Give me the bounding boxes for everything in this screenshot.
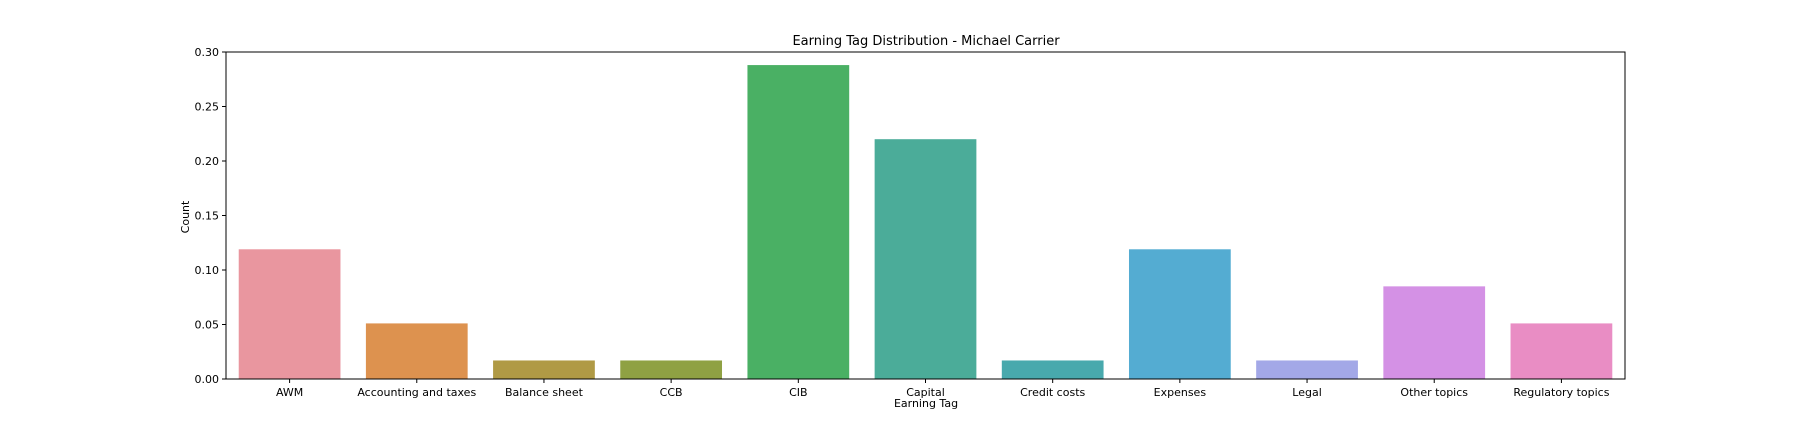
bar-accounting-and-taxes bbox=[365, 323, 468, 379]
plot-frame bbox=[225, 51, 1626, 380]
x-tick-label: Other topics bbox=[1400, 386, 1468, 399]
y-tick-label: 0.05 bbox=[195, 319, 220, 332]
x-tick-label: Expenses bbox=[1154, 386, 1207, 399]
bar-regulatory-topics bbox=[1510, 323, 1613, 379]
y-axis-title: Count bbox=[179, 200, 192, 233]
y-tick-label: 0.10 bbox=[195, 264, 220, 277]
chart-title: Earning Tag Distribution - Michael Carri… bbox=[792, 34, 1060, 49]
bar-credit-costs bbox=[1001, 360, 1104, 379]
bar-balance-sheet bbox=[493, 360, 595, 379]
x-tick-label: Regulatory topics bbox=[1513, 386, 1609, 399]
x-tick-label: Balance sheet bbox=[505, 386, 584, 399]
y-tick-label: 0.15 bbox=[195, 210, 220, 223]
bar-other-topics bbox=[1383, 286, 1486, 379]
y-tick-label: 0.20 bbox=[195, 155, 220, 168]
x-tick-label: AWM bbox=[276, 386, 303, 399]
x-tick-label: CCB bbox=[660, 386, 683, 399]
axes-layer bbox=[222, 51, 1626, 383]
x-axis-title: Earning Tag bbox=[894, 397, 958, 410]
x-tick-label: CIB bbox=[789, 386, 807, 399]
x-tick-label: Accounting and taxes bbox=[357, 386, 476, 399]
tick-labels-layer: AWM Accounting and taxes Balance sheet CCB C… bbox=[195, 46, 1610, 399]
bar-awm bbox=[238, 249, 341, 379]
x-tick-label: Legal bbox=[1292, 386, 1321, 399]
bar-legal bbox=[1256, 360, 1358, 379]
bar-cib bbox=[747, 65, 850, 379]
y-tick-label: 0.30 bbox=[195, 46, 220, 59]
x-tick-label: Credit costs bbox=[1020, 386, 1085, 399]
y-tick-label: 0.25 bbox=[195, 101, 220, 114]
x-tick-label: Capital bbox=[906, 386, 945, 399]
bar-expenses bbox=[1128, 249, 1231, 379]
bars-layer bbox=[238, 65, 1613, 379]
y-tick-label: 0.00 bbox=[195, 373, 220, 386]
bar-ccb bbox=[620, 360, 723, 379]
bar-capital bbox=[874, 139, 977, 379]
